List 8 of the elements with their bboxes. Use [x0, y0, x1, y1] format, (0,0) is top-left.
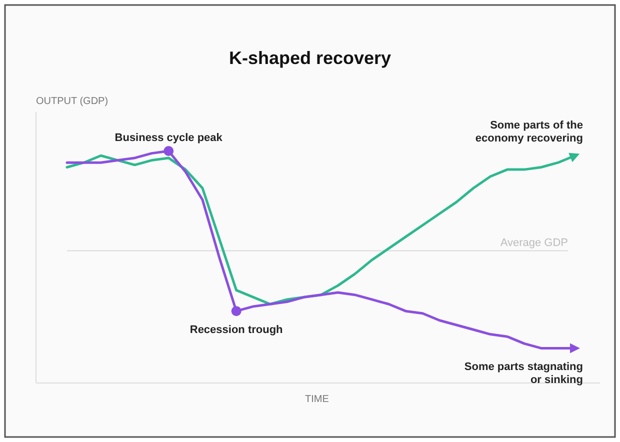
x-axis-title: TIME [305, 394, 330, 405]
y-axis-title: OUTPUT (GDP) [36, 96, 108, 107]
series-label: Some parts stagnating or sinking [464, 361, 583, 386]
annotation: Recession trough [190, 324, 284, 336]
chart-title: K-shaped recovery [228, 48, 392, 68]
annotation: Business cycle peak [114, 132, 224, 144]
ref-line-label: Average GDP [500, 236, 568, 249]
series-label: Some parts of the economy recovering [475, 120, 583, 145]
